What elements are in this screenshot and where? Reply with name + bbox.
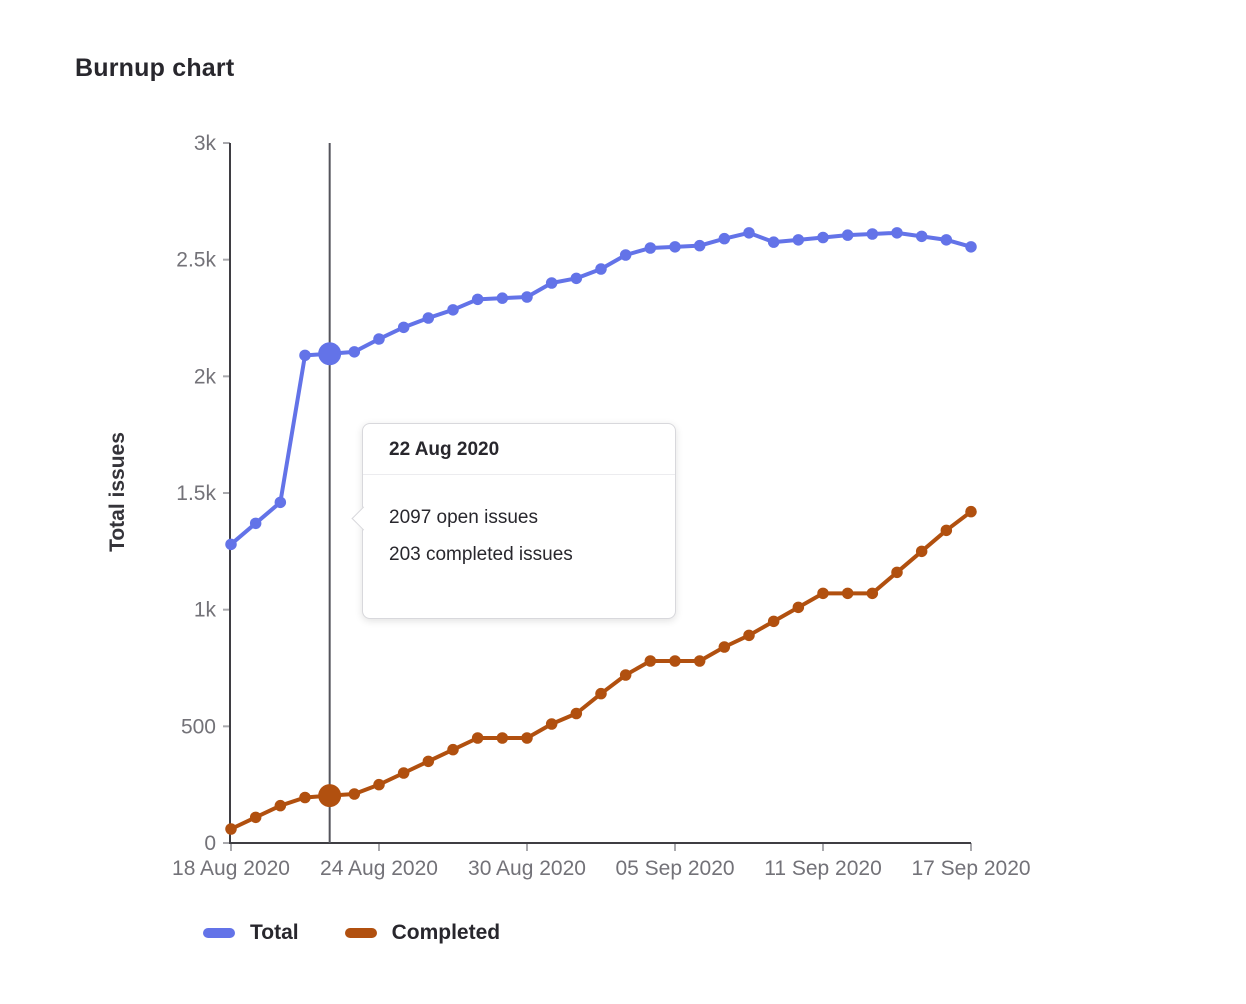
data-point-completed[interactable] — [496, 732, 509, 744]
y-tick-label: 1.5k — [176, 482, 216, 505]
data-point-total[interactable] — [669, 241, 681, 253]
y-axis: 0 500 1k 1.5k 2k 2.5k 3k — [176, 132, 230, 855]
y-tick-label: 2k — [194, 365, 217, 388]
data-point-completed[interactable] — [693, 655, 706, 667]
data-point-total[interactable] — [866, 228, 879, 240]
data-point-completed[interactable] — [471, 732, 484, 744]
data-point-total[interactable] — [644, 242, 657, 254]
data-point-completed[interactable] — [447, 743, 459, 756]
data-point-completed[interactable] — [348, 788, 361, 800]
data-point-total[interactable] — [422, 312, 435, 324]
tooltip-date: 22 Aug 2020 — [363, 424, 675, 475]
data-point-total[interactable] — [792, 234, 805, 246]
data-point-total[interactable] — [471, 293, 484, 306]
highlighted-data-point-total[interactable] — [318, 342, 342, 366]
data-point-completed[interactable] — [644, 655, 657, 667]
legend-label-total: Total — [250, 921, 299, 944]
data-point-completed[interactable] — [595, 687, 607, 700]
x-tick-label: 24 Aug 2020 — [320, 857, 438, 880]
legend-label-completed: Completed — [391, 921, 501, 944]
data-point-total[interactable] — [940, 234, 953, 246]
series-total — [225, 227, 977, 551]
data-point-completed[interactable] — [940, 524, 953, 537]
y-axis-title: Total issues — [106, 432, 129, 552]
data-point-total[interactable] — [496, 292, 509, 304]
data-point-total[interactable] — [693, 239, 706, 252]
data-point-completed[interactable] — [915, 545, 928, 558]
data-point-total[interactable] — [521, 291, 533, 303]
data-point-total[interactable] — [225, 538, 237, 551]
chart-legend: Total Completed — [203, 921, 500, 945]
data-point-total[interactable] — [348, 346, 361, 358]
data-point-total[interactable] — [891, 227, 903, 239]
x-tick-label: 17 Sep 2020 — [911, 857, 1030, 880]
data-point-completed[interactable] — [249, 811, 262, 824]
data-point-total[interactable] — [718, 232, 731, 245]
highlighted-data-point-completed[interactable] — [318, 784, 342, 808]
chart-tooltip: 22 Aug 2020 2097 open issues 203 complet… — [350, 423, 676, 619]
data-point-total[interactable] — [299, 349, 311, 362]
x-tick-label: 30 Aug 2020 — [468, 857, 586, 880]
data-point-completed[interactable] — [841, 587, 854, 600]
y-tick-label: 2.5k — [176, 249, 216, 272]
legend-item-total[interactable]: Total — [203, 921, 299, 945]
data-point-completed[interactable] — [669, 655, 681, 667]
data-point-total[interactable] — [817, 231, 829, 244]
page-title: Burnup chart — [75, 54, 235, 82]
x-axis: 18 Aug 2020 24 Aug 2020 30 Aug 2020 05 Sep … — [172, 843, 1031, 880]
data-point-completed[interactable] — [299, 791, 311, 804]
data-point-total[interactable] — [767, 236, 780, 248]
data-point-completed[interactable] — [817, 587, 829, 600]
data-point-completed[interactable] — [965, 505, 977, 518]
data-point-total[interactable] — [841, 229, 854, 241]
data-point-completed[interactable] — [373, 778, 385, 791]
data-point-total[interactable] — [915, 230, 928, 243]
data-point-completed[interactable] — [422, 755, 435, 768]
data-point-total[interactable] — [274, 496, 287, 509]
total-series-swatch-icon — [203, 928, 235, 938]
data-point-total[interactable] — [570, 272, 583, 285]
completed-series-swatch-icon — [344, 928, 377, 938]
y-tick-label: 1k — [194, 599, 217, 622]
data-point-total[interactable] — [373, 333, 385, 345]
data-point-completed[interactable] — [225, 823, 237, 835]
data-point-completed[interactable] — [891, 566, 903, 579]
data-point-total[interactable] — [249, 517, 262, 530]
data-point-total[interactable] — [965, 241, 977, 253]
y-tick-label: 0 — [204, 832, 216, 855]
data-point-completed[interactable] — [743, 629, 755, 642]
data-point-completed[interactable] — [718, 641, 731, 653]
data-point-completed[interactable] — [521, 732, 533, 744]
tooltip-open-issues: 2097 open issues — [389, 507, 538, 528]
data-point-completed[interactable] — [274, 799, 287, 812]
data-point-completed[interactable] — [792, 601, 805, 614]
legend-item-completed[interactable]: Completed — [344, 921, 501, 945]
data-point-completed[interactable] — [397, 767, 410, 779]
data-point-completed[interactable] — [767, 615, 780, 628]
data-point-total[interactable] — [397, 321, 410, 334]
x-tick-label: 05 Sep 2020 — [615, 857, 734, 880]
data-point-total[interactable] — [595, 263, 607, 275]
series-completed — [225, 505, 977, 835]
data-point-total[interactable] — [447, 304, 459, 316]
y-tick-label: 3k — [194, 132, 217, 155]
data-point-total[interactable] — [545, 277, 558, 289]
tooltip-completed-issues: 203 completed issues — [389, 544, 573, 565]
data-point-total[interactable] — [743, 227, 755, 239]
x-tick-label: 18 Aug 2020 — [172, 857, 290, 880]
data-point-completed[interactable] — [619, 669, 632, 681]
data-point-completed[interactable] — [545, 718, 558, 730]
x-tick-label: 11 Sep 2020 — [764, 857, 882, 880]
tooltip-body: 2097 open issues 203 completed issues — [363, 475, 675, 573]
data-point-total[interactable] — [619, 249, 632, 261]
data-point-completed[interactable] — [866, 587, 879, 600]
y-tick-label: 500 — [181, 715, 216, 738]
data-point-completed[interactable] — [570, 707, 583, 720]
